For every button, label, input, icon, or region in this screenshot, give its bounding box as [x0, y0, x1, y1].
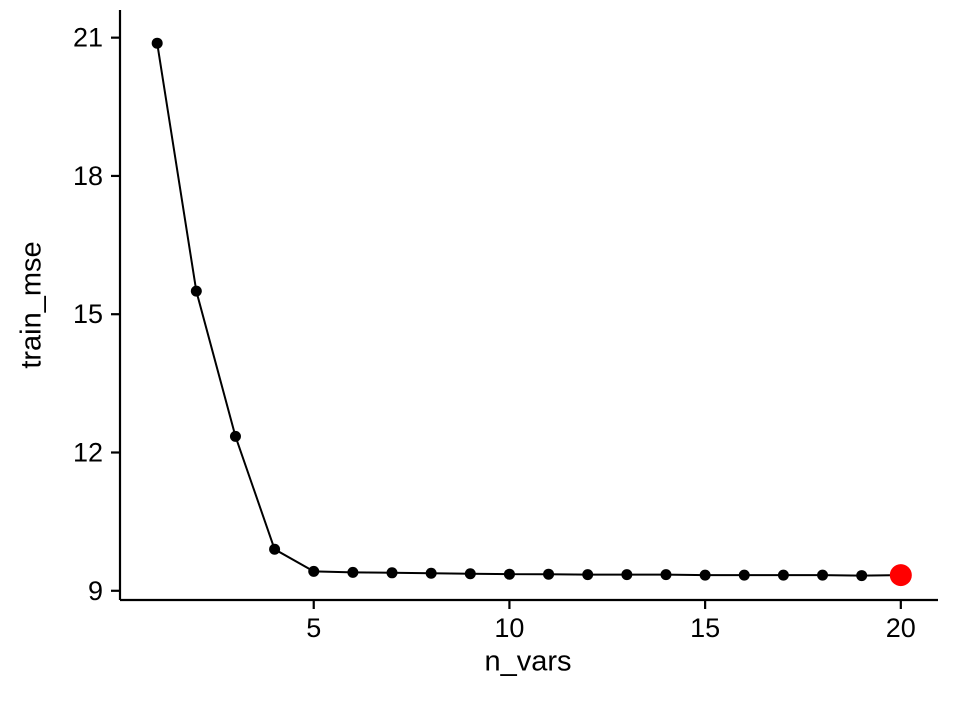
y-tick-label: 21 — [73, 23, 103, 53]
y-tick-label: 15 — [73, 299, 103, 329]
x-tick-label: 20 — [886, 613, 916, 643]
x-tick-label: 15 — [690, 613, 720, 643]
data-point — [738, 569, 750, 581]
data-point — [386, 567, 398, 579]
x-tick-label: 5 — [306, 613, 321, 643]
data-point — [582, 569, 594, 581]
data-point — [190, 285, 202, 297]
data-point — [425, 567, 437, 579]
y-tick-label: 9 — [88, 576, 103, 606]
data-point — [817, 569, 829, 581]
data-point — [621, 569, 633, 581]
data-point — [347, 566, 359, 578]
y-axis-title: train_mse — [15, 241, 48, 369]
data-point — [660, 569, 672, 581]
y-tick-label: 12 — [73, 438, 103, 468]
data-line — [156, 43, 901, 577]
data-point — [503, 568, 515, 580]
data-point — [269, 543, 281, 555]
data-point — [699, 569, 711, 581]
x-axis-title: n_vars — [484, 645, 572, 678]
data-point — [151, 37, 163, 49]
data-point — [464, 568, 476, 580]
y-tick-label: 18 — [73, 161, 103, 191]
data-point — [777, 569, 789, 581]
x-tick-label: 10 — [494, 613, 524, 643]
data-point — [543, 568, 555, 580]
data-point — [308, 565, 320, 577]
data-point — [856, 570, 868, 582]
highlight-point — [889, 564, 912, 587]
data-point — [229, 430, 241, 442]
